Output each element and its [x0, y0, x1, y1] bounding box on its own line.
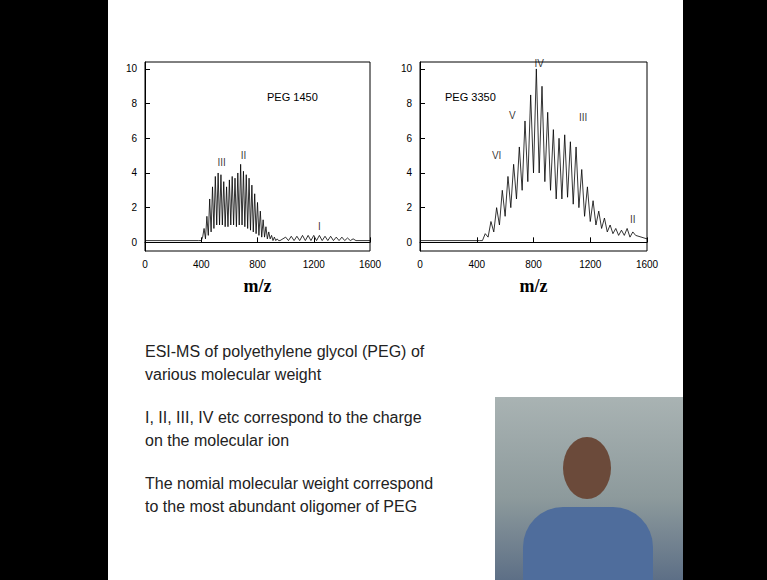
svg-text:IV: IV [534, 58, 544, 69]
svg-text:0: 0 [142, 259, 148, 270]
svg-text:0: 0 [131, 237, 137, 248]
html-text:I, II, III, IV etc correspond: I, II, III, IV etc correspond to the cha… [145, 409, 422, 426]
html-text:on the molecular ion: on the molecular ion [145, 432, 290, 449]
svg-text:4: 4 [131, 167, 137, 178]
svg-text:10: 10 [126, 63, 138, 74]
svg-text:6: 6 [406, 133, 412, 144]
svg-text:10: 10 [401, 63, 413, 74]
svg-text:V: V [509, 110, 516, 121]
svg-text:II: II [241, 150, 247, 161]
svg-text:6: 6 [131, 133, 137, 144]
html-text:various molecular weight: various molecular weight [145, 366, 322, 383]
html-text:to the most abundant oligomer: to the most abundant oligomer of PEG [145, 498, 418, 515]
svg-text:I: I [318, 221, 321, 232]
svg-text:1600: 1600 [359, 259, 382, 270]
svg-text:m/z: m/z [520, 276, 548, 296]
svg-text:II: II [630, 214, 636, 225]
svg-text:1200: 1200 [579, 259, 602, 270]
svg-text:VI: VI [492, 150, 501, 161]
svg-text:0: 0 [417, 259, 423, 270]
svg-text:III: III [579, 112, 587, 123]
svg-text:400: 400 [468, 259, 485, 270]
svg-text:800: 800 [525, 259, 542, 270]
html-text:The nomial molecular weight co: The nomial molecular weight correspond [145, 475, 434, 492]
svg-text:III: III [217, 157, 225, 168]
svg-text:8: 8 [406, 98, 412, 109]
svg-text:0: 0 [406, 237, 412, 248]
svg-text:400: 400 [193, 259, 210, 270]
svg-text:1600: 1600 [636, 259, 659, 270]
svg-text:1200: 1200 [303, 259, 326, 270]
svg-text:2: 2 [406, 202, 412, 213]
svg-text:800: 800 [249, 259, 266, 270]
svg-text:m/z: m/z [244, 276, 272, 296]
svg-text:PEG 3350: PEG 3350 [445, 91, 496, 103]
svg-text:8: 8 [131, 98, 137, 109]
svg-text:4: 4 [406, 167, 412, 178]
html-text:ESI-MS of polyethylene glycol: ESI-MS of polyethylene glycol (PEG) of [145, 343, 425, 360]
svg-text:PEG 1450: PEG 1450 [267, 91, 318, 103]
svg-text:2: 2 [131, 202, 137, 213]
